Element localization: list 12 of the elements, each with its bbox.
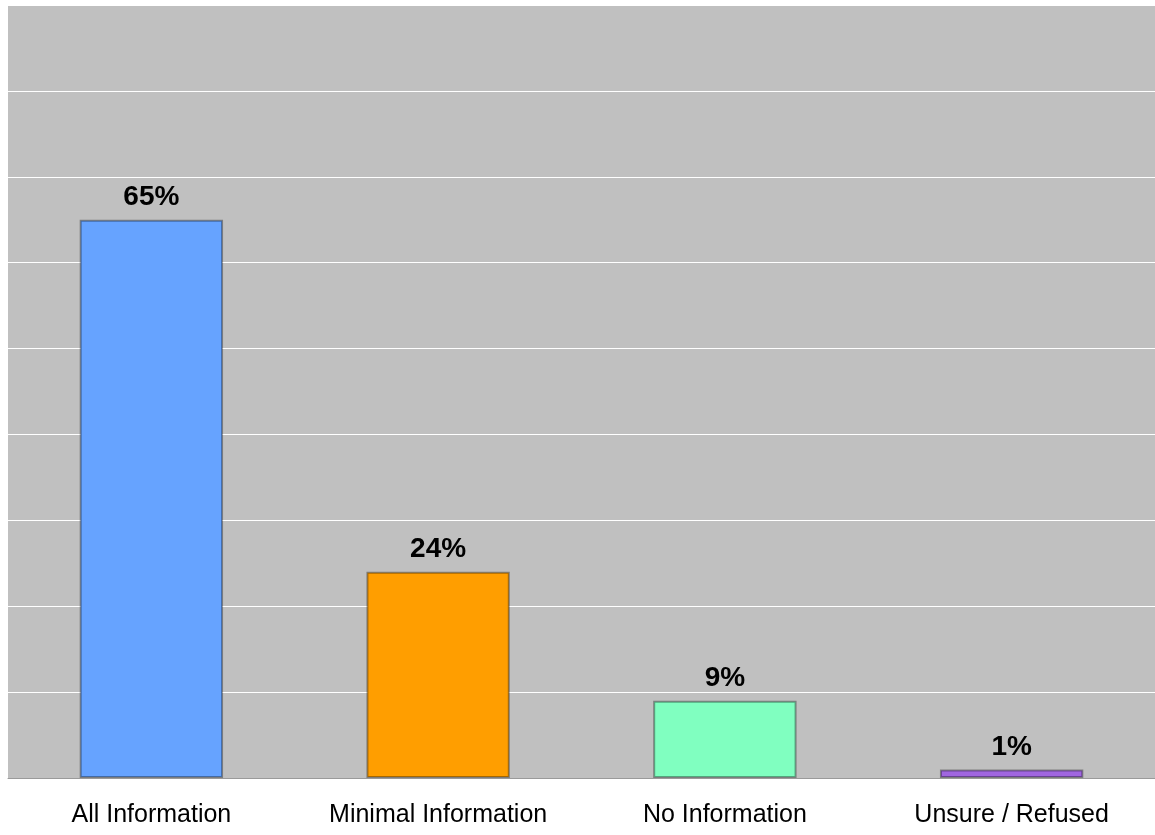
x-tick-label: Unsure / Refused [914, 798, 1109, 827]
data-label: 1% [991, 729, 1032, 761]
x-tick-label: Minimal Information [329, 798, 548, 827]
bar [366, 571, 510, 778]
data-label: 65% [123, 180, 180, 212]
x-tick-label: No Information [642, 798, 807, 827]
bar [79, 219, 224, 778]
bar [939, 769, 1084, 778]
data-label: 9% [704, 661, 746, 693]
x-tick-label: All Information [71, 798, 232, 827]
bar [653, 700, 797, 778]
data-label: 24% [410, 532, 467, 564]
